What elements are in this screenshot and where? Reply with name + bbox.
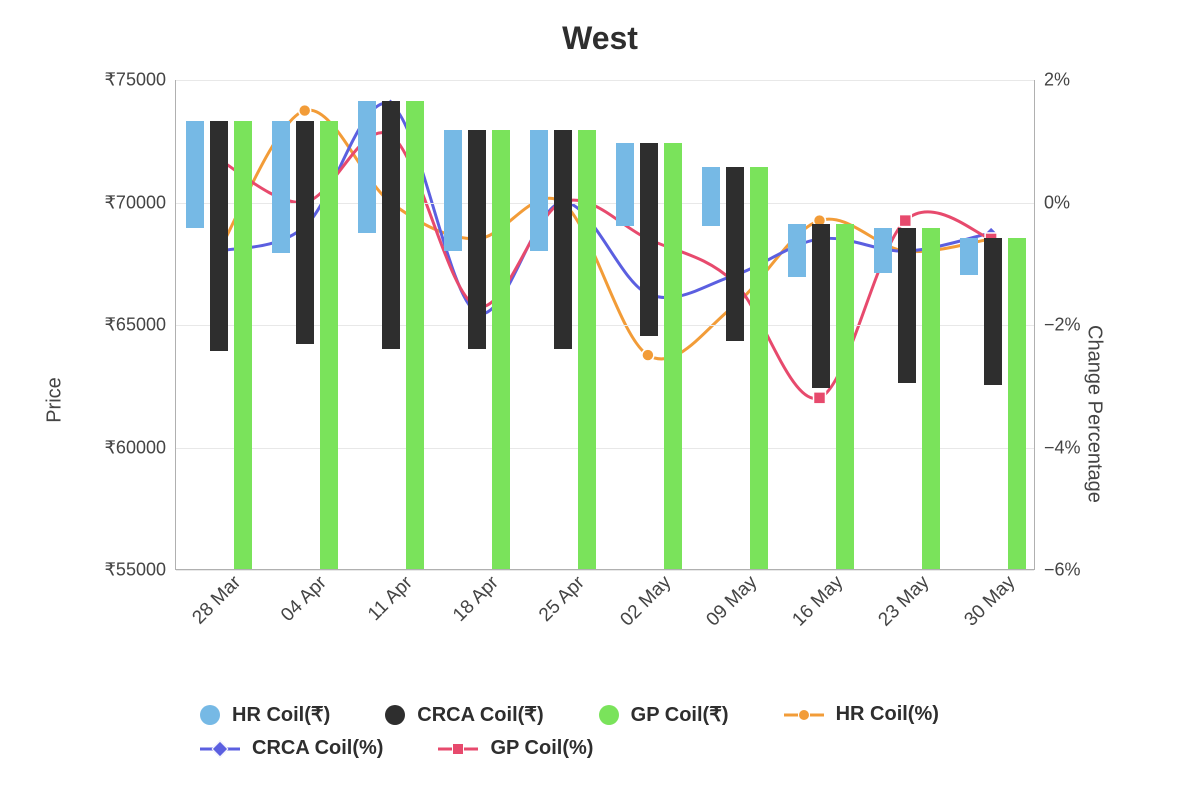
legend-label: GP Coil(%) [490, 737, 593, 760]
legend-swatch [200, 739, 240, 759]
y-tick-left: ₹65000 [104, 315, 166, 336]
bar [726, 167, 744, 341]
bar-group [616, 143, 682, 569]
bar [836, 224, 854, 569]
marker [985, 227, 997, 239]
legend-label: CRCA Coil(₹) [417, 702, 543, 727]
legend-item: HR Coil(₹) [200, 702, 330, 727]
y-tick-left: ₹75000 [104, 70, 166, 91]
legend-item: CRCA Coil(%) [200, 737, 383, 760]
bar [616, 143, 634, 226]
x-tick: 09 May [702, 572, 762, 632]
y-axis-right-label: Change Percentage [1083, 325, 1106, 503]
legend-swatch [438, 739, 478, 759]
y-tick-left: ₹70000 [104, 192, 166, 213]
bar [358, 101, 376, 233]
gridline [176, 80, 1034, 81]
bar [382, 101, 400, 348]
legend-item: CRCA Coil(₹) [385, 702, 543, 727]
bar [922, 228, 940, 569]
bar [788, 224, 806, 278]
bar-group [186, 121, 252, 569]
y-tick-right: −2% [1044, 315, 1081, 336]
x-tick: 28 Mar [188, 572, 245, 629]
x-tick: 25 Apr [535, 572, 589, 626]
bar [530, 130, 548, 250]
bar [898, 228, 916, 382]
marker [299, 105, 311, 117]
bar [234, 121, 252, 569]
plot-area: Change Percentage ₹55000₹60000₹65000₹700… [175, 80, 1035, 570]
x-tick: 18 Apr [449, 572, 503, 626]
bar-group [272, 121, 338, 569]
x-tick: 30 May [960, 572, 1020, 632]
bar [702, 167, 720, 226]
x-tick: 11 Apr [364, 572, 417, 625]
legend-item: GP Coil(₹) [599, 702, 729, 727]
bar [272, 121, 290, 253]
bar-group [444, 130, 510, 569]
legend-label: CRCA Coil(%) [252, 737, 383, 760]
bar [444, 130, 462, 250]
bar [664, 143, 682, 569]
bar [812, 224, 830, 388]
bar [468, 130, 486, 348]
bar [406, 101, 424, 569]
legend-label: GP Coil(₹) [631, 702, 729, 727]
y-tick-right: −6% [1044, 560, 1081, 581]
bar [320, 121, 338, 569]
y-tick-right: −4% [1044, 437, 1081, 458]
bar-group [788, 224, 854, 569]
y-axis-left-label: Price [44, 377, 67, 423]
bar-group [530, 130, 596, 569]
bar [1008, 238, 1026, 569]
y-tick-right: 2% [1044, 70, 1070, 91]
legend-item: HR Coil(%) [784, 702, 939, 727]
bar [296, 121, 314, 344]
legend-label: HR Coil(₹) [232, 702, 330, 727]
chart-container: West Price Change Percentage ₹55000₹6000… [0, 0, 1200, 800]
bar [186, 121, 204, 229]
legend-swatch [784, 705, 824, 725]
x-tick: 04 Apr [277, 572, 331, 626]
bar [578, 130, 596, 569]
x-tick: 02 May [616, 572, 676, 632]
bar [210, 121, 228, 351]
legend-swatch [599, 705, 619, 725]
gridline [176, 570, 1034, 571]
chart-title: West [0, 20, 1200, 57]
bar [874, 228, 892, 272]
legend-label: HR Coil(%) [836, 703, 939, 726]
bar-group [358, 101, 424, 569]
bar [492, 130, 510, 569]
bar [960, 238, 978, 275]
bar [640, 143, 658, 337]
y-tick-left: ₹60000 [104, 437, 166, 458]
x-tick: 16 May [788, 572, 848, 632]
legend-swatch [200, 705, 220, 725]
legend: HR Coil(₹) CRCA Coil(₹) GP Coil(₹) HR Coil(… [160, 702, 1140, 760]
bar [984, 238, 1002, 385]
y-tick-left: ₹55000 [104, 560, 166, 581]
marker [899, 215, 911, 227]
bar-group [960, 238, 1026, 569]
bar [554, 130, 572, 348]
legend-swatch [385, 705, 405, 725]
bar-group [874, 228, 940, 569]
bar [750, 167, 768, 569]
bar-group [702, 167, 768, 569]
x-tick: 23 May [874, 572, 934, 632]
y-tick-right: 0% [1044, 192, 1070, 213]
legend-item: GP Coil(%) [438, 737, 593, 760]
